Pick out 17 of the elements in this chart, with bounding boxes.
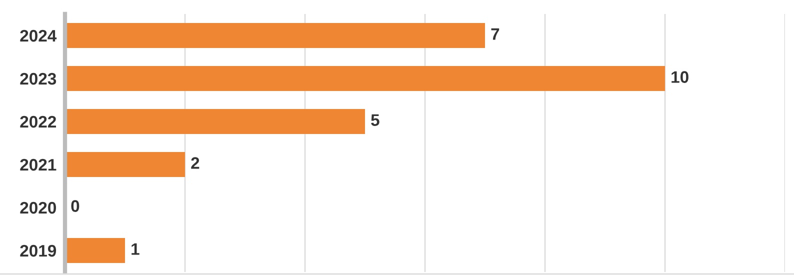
data-label: 0 bbox=[71, 200, 80, 212]
bar bbox=[65, 238, 125, 263]
y-tick-label: 2021 bbox=[20, 158, 56, 171]
data-label: 1 bbox=[132, 243, 140, 255]
data-label: 10 bbox=[672, 71, 688, 83]
bar bbox=[65, 66, 665, 91]
data-label: 5 bbox=[371, 114, 380, 126]
y-tick-label: 2022 bbox=[20, 116, 56, 128]
data-label: 7 bbox=[491, 28, 500, 40]
data-label: 2 bbox=[191, 157, 200, 169]
bar bbox=[65, 152, 185, 177]
bar bbox=[65, 109, 365, 134]
y-tick-label: 2020 bbox=[20, 202, 56, 214]
bar bbox=[65, 23, 485, 48]
y-tick-label: 2024 bbox=[20, 30, 57, 42]
y-tick-label: 2023 bbox=[20, 72, 56, 85]
y-tick-label: 2019 bbox=[20, 244, 56, 257]
